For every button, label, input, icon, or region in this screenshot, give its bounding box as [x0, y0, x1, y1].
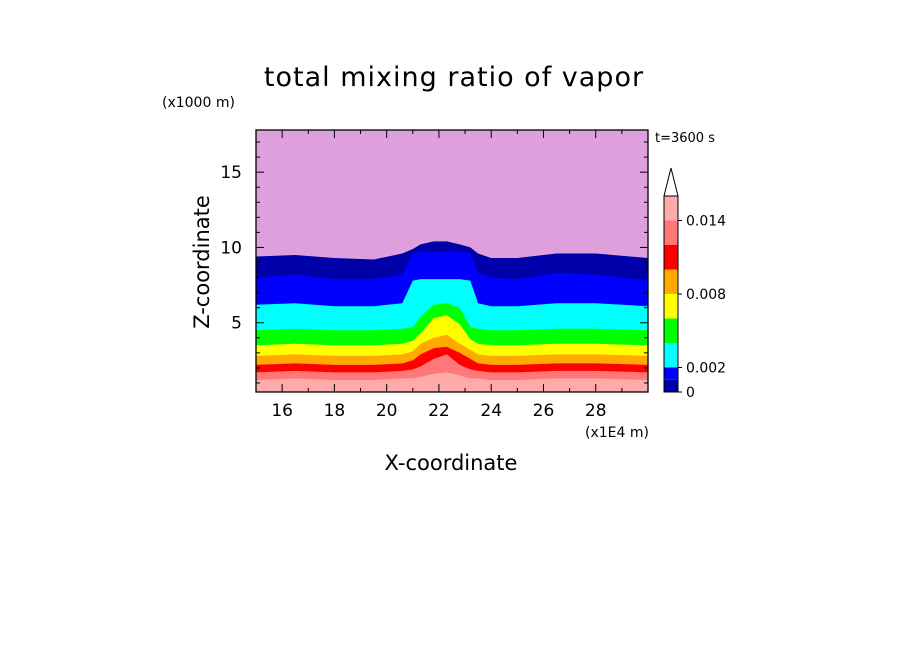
colorbar-swatch — [664, 196, 678, 221]
x-tick-label: 28 — [585, 401, 607, 421]
colorbar-swatch — [664, 245, 678, 270]
colorbar-swatch — [664, 269, 678, 294]
y-unit-label: (x1000 m) — [162, 95, 235, 111]
x-tick-label: 16 — [271, 401, 293, 421]
colorbar-swatch — [664, 379, 678, 392]
y-axis-label: Z-coordinate — [190, 195, 214, 329]
colorbar-swatch — [664, 294, 678, 319]
colorbar-extend-arrow — [663, 167, 679, 197]
y-tick-label: 15 — [220, 163, 242, 183]
colorbar-swatch — [664, 343, 678, 368]
plot-axes: 16 18 20 22 24 26 28 5 10 15 — [220, 129, 649, 421]
plot-frame — [255, 129, 649, 393]
band-9 — [256, 372, 648, 392]
contour-plot — [256, 130, 648, 392]
x-axis-label: X-coordinate — [385, 451, 518, 475]
time-label: t=3600 s — [655, 131, 715, 146]
colorbar-label: 0 — [686, 385, 695, 401]
x-tick-label: 26 — [533, 401, 555, 421]
colorbar: 0 0.002 0.008 0.014 — [663, 167, 726, 401]
x-tick-label: 20 — [376, 401, 398, 421]
x-unit-label: (x1E4 m) — [585, 425, 649, 441]
x-tick-label: 22 — [428, 401, 450, 421]
x-tick-label: 18 — [324, 401, 346, 421]
colorbar-swatch — [664, 318, 678, 343]
colorbar-label: 0.014 — [686, 214, 726, 230]
chart-title: total mixing ratio of vapor — [264, 62, 644, 93]
y-tick-label: 10 — [220, 238, 242, 258]
y-tick-label: 5 — [231, 314, 242, 334]
colorbar-label: 0.002 — [686, 361, 726, 377]
x-tick-label: 24 — [480, 401, 502, 421]
colorbar-swatch — [664, 220, 678, 245]
colorbar-swatch — [664, 367, 678, 380]
colorbar-label: 0.008 — [686, 287, 726, 303]
